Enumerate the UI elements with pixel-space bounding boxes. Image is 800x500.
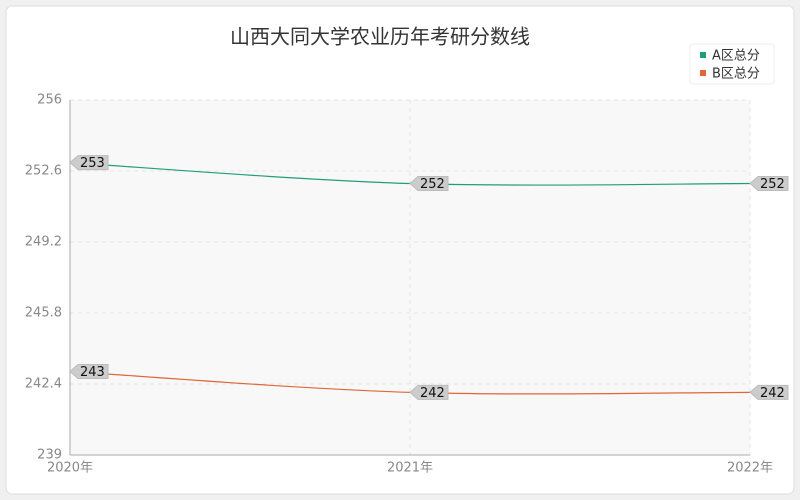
legend-label: B区总分 xyxy=(712,67,760,82)
x-tick-label: 2022年 xyxy=(727,461,773,476)
value-label: 253 xyxy=(80,156,105,171)
value-label: 242 xyxy=(760,386,785,401)
y-tick-label: 256 xyxy=(37,93,62,108)
value-tag xyxy=(69,155,109,171)
x-tick-label: 2021年 xyxy=(387,461,433,476)
y-tick-label: 245.8 xyxy=(25,306,62,321)
legend-label: A区总分 xyxy=(712,49,760,64)
legend-swatch xyxy=(700,52,706,58)
value-tag xyxy=(69,363,109,379)
y-tick-label: 249.2 xyxy=(25,235,62,250)
value-label: 252 xyxy=(760,177,785,192)
value-tag xyxy=(409,384,449,400)
y-tick-label: 252.6 xyxy=(25,164,62,179)
y-tick-label: 242.4 xyxy=(25,377,62,392)
value-label: 243 xyxy=(80,365,105,380)
value-label: 242 xyxy=(420,386,445,401)
y-tick-label: 239 xyxy=(37,448,62,463)
value-tag xyxy=(749,384,789,400)
chart-title: 山西大同大学农业历年考研分数线 xyxy=(230,25,530,49)
value-label: 252 xyxy=(420,177,445,192)
legend-box xyxy=(689,43,775,85)
x-tick-label: 2020年 xyxy=(47,461,93,476)
legend-swatch xyxy=(700,70,706,76)
value-tag xyxy=(749,176,789,192)
value-tag xyxy=(409,176,449,192)
